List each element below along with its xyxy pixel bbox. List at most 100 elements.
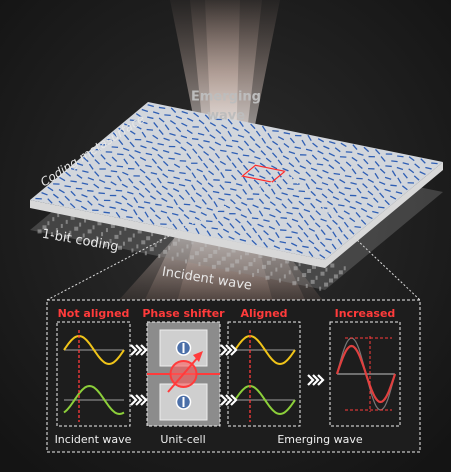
coding-bit <box>297 277 299 281</box>
coding-bit <box>150 247 154 251</box>
meta-atom <box>431 163 437 164</box>
coding-bit <box>163 250 167 254</box>
meta-atom <box>206 221 212 222</box>
coding-bit <box>195 251 199 255</box>
meta-atom <box>184 204 190 205</box>
meta-atom <box>252 218 258 219</box>
meta-atom <box>385 166 391 167</box>
coding-bit <box>319 287 321 291</box>
meta-atom <box>334 174 340 175</box>
meta-atom <box>117 154 123 155</box>
stage-label: Phase shifter <box>142 307 225 320</box>
coding-bit <box>217 261 221 265</box>
coding-bit <box>334 274 338 278</box>
meta-atom <box>391 161 397 162</box>
coding-bit <box>294 266 298 270</box>
coding-bit <box>257 269 259 273</box>
coding-bit <box>324 283 328 287</box>
coding-bit <box>240 255 242 259</box>
coding-bit <box>106 228 108 232</box>
emerging-label-line: Emerging <box>191 90 261 105</box>
coding-bit <box>213 250 217 254</box>
meta-atom <box>76 188 82 189</box>
coding-bit <box>141 240 145 244</box>
coding-bit <box>253 258 255 262</box>
stage-label: Not aligned <box>58 307 130 320</box>
meta-atom <box>179 173 185 174</box>
coding-bit <box>266 276 270 280</box>
coding-bit <box>227 253 231 257</box>
caption: Unit-cell <box>160 433 205 446</box>
coding-bit <box>262 265 266 269</box>
coding-bit <box>79 223 81 227</box>
meta-atom <box>378 207 384 208</box>
meta-atom <box>155 204 161 205</box>
meta-atom <box>225 182 231 183</box>
coding-bit <box>244 266 248 270</box>
coding-bit <box>101 232 103 236</box>
coding-bit <box>292 281 296 285</box>
coding-bit <box>168 246 170 250</box>
detail-panel: Not aligned Phase shifter Aligned Increased… <box>47 300 420 452</box>
coding-bit <box>280 264 282 268</box>
coding-bit <box>275 268 277 272</box>
coding-bit <box>289 270 291 274</box>
coding-bit <box>66 220 68 224</box>
coding-bit <box>190 255 194 259</box>
coding-bit <box>320 272 324 276</box>
coding-bit <box>88 229 92 233</box>
coding-bit <box>158 254 160 258</box>
coding-bit <box>267 261 271 265</box>
meta-atom <box>390 185 396 186</box>
coding-bit <box>131 248 133 252</box>
coding-bit <box>47 221 49 225</box>
coding-bit <box>200 247 204 251</box>
coding-bit <box>330 264 334 268</box>
unit-icon-bar <box>183 343 185 353</box>
emerging-label-line: wave <box>207 109 245 124</box>
coding-bit <box>203 258 207 262</box>
meta-atom <box>87 191 93 192</box>
meta-atom <box>105 176 111 177</box>
coding-bit <box>146 236 150 240</box>
coding-bit <box>52 217 54 221</box>
meta-atom <box>104 212 110 213</box>
coding-bit <box>325 268 327 272</box>
unit-icon-bar <box>183 397 185 407</box>
stage-label: Aligned <box>240 307 287 320</box>
meta-atom <box>168 158 174 159</box>
coding-bit <box>339 270 343 274</box>
coding-bit <box>239 270 241 274</box>
coding-bit <box>249 262 253 266</box>
meta-atom <box>212 228 218 229</box>
caption: Emerging wave <box>277 433 362 446</box>
coding-bit <box>133 234 135 238</box>
stage-label: Increased <box>335 307 396 320</box>
coding-bit <box>123 242 125 246</box>
coding-bit <box>235 259 239 263</box>
coding-bit <box>186 244 188 248</box>
meta-atom <box>192 139 198 140</box>
coding-bit <box>316 276 318 280</box>
coding-bit <box>198 262 200 266</box>
meta-atom <box>111 171 117 172</box>
coding-bit <box>136 244 138 248</box>
coding-bit <box>128 238 132 242</box>
coding-bit <box>306 284 308 288</box>
coding-bit <box>74 227 78 231</box>
meta-atom <box>224 194 230 195</box>
coding-bit <box>181 249 183 253</box>
coding-bit <box>172 257 174 261</box>
coding-bit <box>279 278 281 282</box>
meta-atom <box>355 227 361 228</box>
meta-atom <box>65 186 71 187</box>
coding-bit <box>61 224 63 228</box>
coding-bit <box>212 265 216 269</box>
diagram: Not aligned Phase shifter Aligned Increased… <box>0 0 451 472</box>
coding-bit <box>177 253 179 257</box>
coding-bit <box>284 274 286 278</box>
coding-bit <box>230 264 234 268</box>
meta-atom <box>70 181 76 182</box>
coding-bit <box>118 246 122 250</box>
meta-atom <box>112 147 118 148</box>
